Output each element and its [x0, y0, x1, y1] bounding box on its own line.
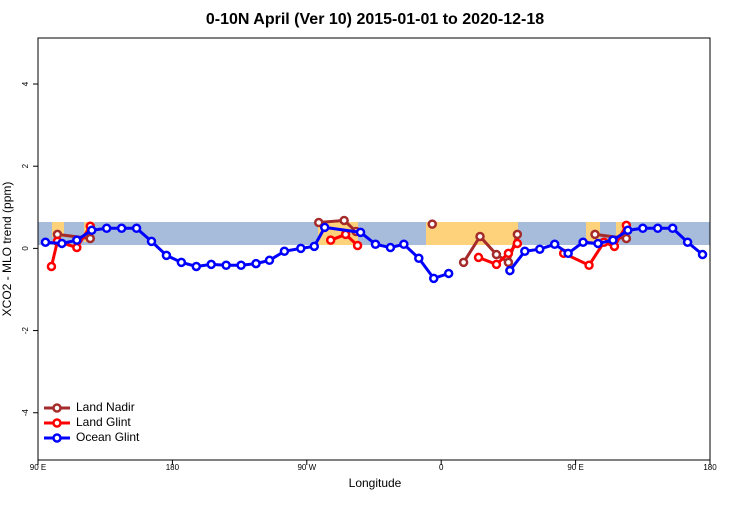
point [309, 241, 320, 252]
point [608, 235, 618, 245]
point [414, 253, 424, 263]
x-tick-label: 90 E [567, 463, 583, 472]
point [638, 223, 648, 233]
y-tick-label: 2 [21, 163, 30, 168]
legend-label: Land Glint [76, 415, 131, 429]
x-tick-label: 180 [703, 463, 717, 472]
point [206, 259, 216, 270]
point [549, 239, 560, 250]
point [623, 225, 633, 236]
x-tick-label: 0 [439, 463, 444, 472]
y-axis-label: XCO2 - MLO trend (ppm) [0, 182, 14, 317]
point [385, 242, 396, 253]
point [512, 229, 523, 240]
point [176, 257, 187, 268]
point [590, 229, 600, 240]
point [85, 233, 96, 244]
y-tick-label: -2 [21, 326, 30, 334]
point [131, 223, 142, 233]
y-tick-label: 4 [21, 81, 30, 86]
legend-marker [52, 433, 62, 443]
point [667, 223, 678, 233]
point [313, 217, 324, 228]
point [191, 261, 202, 272]
plot-frame [37, 37, 711, 461]
point [264, 255, 275, 266]
x-tick-label: 90 W [297, 463, 316, 472]
point [428, 273, 439, 284]
legend-label: Land Nadir [76, 400, 135, 414]
point [296, 243, 306, 254]
point [652, 223, 663, 233]
point [251, 258, 261, 269]
point [593, 238, 603, 249]
legend-marker [52, 403, 62, 413]
point [535, 244, 545, 254]
point [458, 257, 469, 268]
point [355, 227, 366, 238]
point [584, 260, 594, 270]
point [146, 236, 157, 247]
point [352, 240, 363, 251]
point [512, 238, 523, 249]
chart-title: 0-10N April (Ver 10) 2015-01-01 to 2020-… [206, 11, 544, 28]
point [505, 265, 515, 276]
point [503, 257, 514, 268]
point [578, 237, 588, 247]
point [443, 268, 454, 279]
legend-label: Ocean Glint [76, 430, 140, 444]
point [621, 233, 632, 244]
x-axis-label: Longitude [349, 476, 402, 490]
point [427, 219, 437, 229]
legend-marker [52, 418, 62, 428]
point [40, 237, 51, 247]
point [236, 260, 246, 270]
point [339, 215, 349, 226]
point [319, 222, 330, 233]
x-tick-label: 180 [166, 463, 180, 472]
point [503, 248, 514, 259]
point [682, 237, 693, 247]
point [101, 223, 112, 233]
point [520, 246, 530, 257]
point [370, 239, 381, 250]
point [72, 235, 82, 245]
point [697, 249, 708, 260]
point [491, 249, 502, 260]
point [161, 250, 172, 261]
point [221, 260, 231, 270]
point [46, 261, 57, 272]
point [72, 242, 82, 253]
y-tick-label: 0 [21, 246, 30, 251]
point [491, 259, 502, 270]
point [399, 239, 409, 250]
point [57, 238, 67, 249]
point [563, 248, 573, 259]
y-tick-label: -4 [21, 409, 30, 417]
point [325, 235, 336, 245]
point [116, 223, 127, 233]
x-tick-label: 90 E [30, 463, 46, 472]
point [87, 225, 97, 236]
point [279, 246, 290, 257]
point [475, 231, 485, 242]
point [473, 252, 484, 263]
